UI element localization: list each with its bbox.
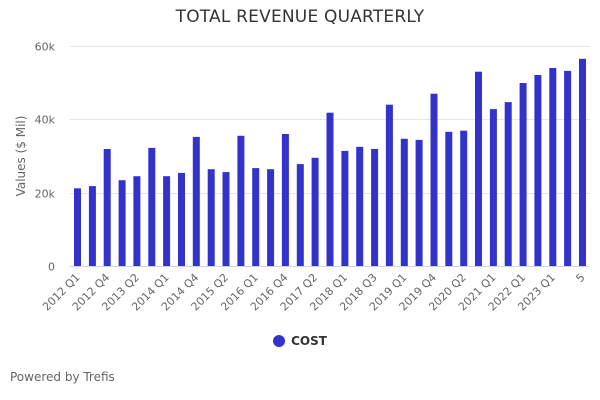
bar[interactable] bbox=[460, 130, 468, 266]
x-tick-label: 5 bbox=[573, 271, 587, 285]
bar[interactable] bbox=[237, 135, 245, 266]
bar[interactable] bbox=[400, 138, 408, 266]
bar[interactable] bbox=[222, 172, 230, 266]
y-tick-label: 20k bbox=[35, 188, 56, 201]
bar[interactable] bbox=[371, 149, 379, 266]
bar[interactable] bbox=[326, 112, 334, 266]
bar[interactable] bbox=[385, 104, 393, 266]
chart-title: TOTAL REVENUE QUARTERLY bbox=[175, 7, 425, 27]
y-tick-label: 0 bbox=[48, 261, 55, 274]
bar[interactable] bbox=[267, 169, 275, 266]
bar[interactable] bbox=[311, 157, 319, 266]
bar[interactable] bbox=[178, 172, 185, 266]
bar[interactable] bbox=[281, 134, 289, 266]
y-tick-label: 40k bbox=[35, 114, 56, 127]
powered-by-footer: Powered by Trefis bbox=[10, 370, 115, 384]
bar[interactable] bbox=[549, 68, 557, 266]
bar[interactable] bbox=[192, 136, 200, 266]
legend-label-cost[interactable]: COST bbox=[291, 334, 327, 348]
bar[interactable] bbox=[356, 146, 364, 266]
y-axis-ticks: 0 20k 40k 60k bbox=[35, 41, 56, 274]
bar[interactable] bbox=[430, 93, 438, 266]
bar[interactable] bbox=[475, 71, 482, 266]
y-tick-label: 60k bbox=[35, 41, 56, 54]
bar[interactable] bbox=[74, 188, 81, 266]
bars bbox=[74, 58, 586, 267]
bar[interactable] bbox=[133, 176, 141, 266]
bar[interactable] bbox=[296, 164, 304, 266]
bar[interactable] bbox=[579, 58, 586, 266]
bar[interactable] bbox=[445, 131, 453, 266]
bar[interactable] bbox=[252, 168, 260, 266]
bar[interactable] bbox=[564, 70, 572, 267]
bar[interactable] bbox=[88, 186, 96, 266]
bar[interactable] bbox=[504, 102, 512, 266]
y-axis-title: Values ($ Mil) bbox=[14, 116, 28, 197]
bar[interactable] bbox=[341, 150, 349, 266]
bar[interactable] bbox=[207, 169, 215, 266]
bar[interactable] bbox=[519, 83, 527, 266]
legend-marker-icon bbox=[273, 335, 286, 347]
bar[interactable] bbox=[163, 176, 171, 266]
bar[interactable] bbox=[534, 75, 542, 266]
bar[interactable] bbox=[103, 149, 111, 266]
legend[interactable]: COST bbox=[0, 334, 600, 348]
bar[interactable] bbox=[415, 139, 423, 266]
bar[interactable] bbox=[148, 147, 156, 266]
bar[interactable] bbox=[118, 180, 126, 266]
bar[interactable] bbox=[489, 109, 497, 266]
